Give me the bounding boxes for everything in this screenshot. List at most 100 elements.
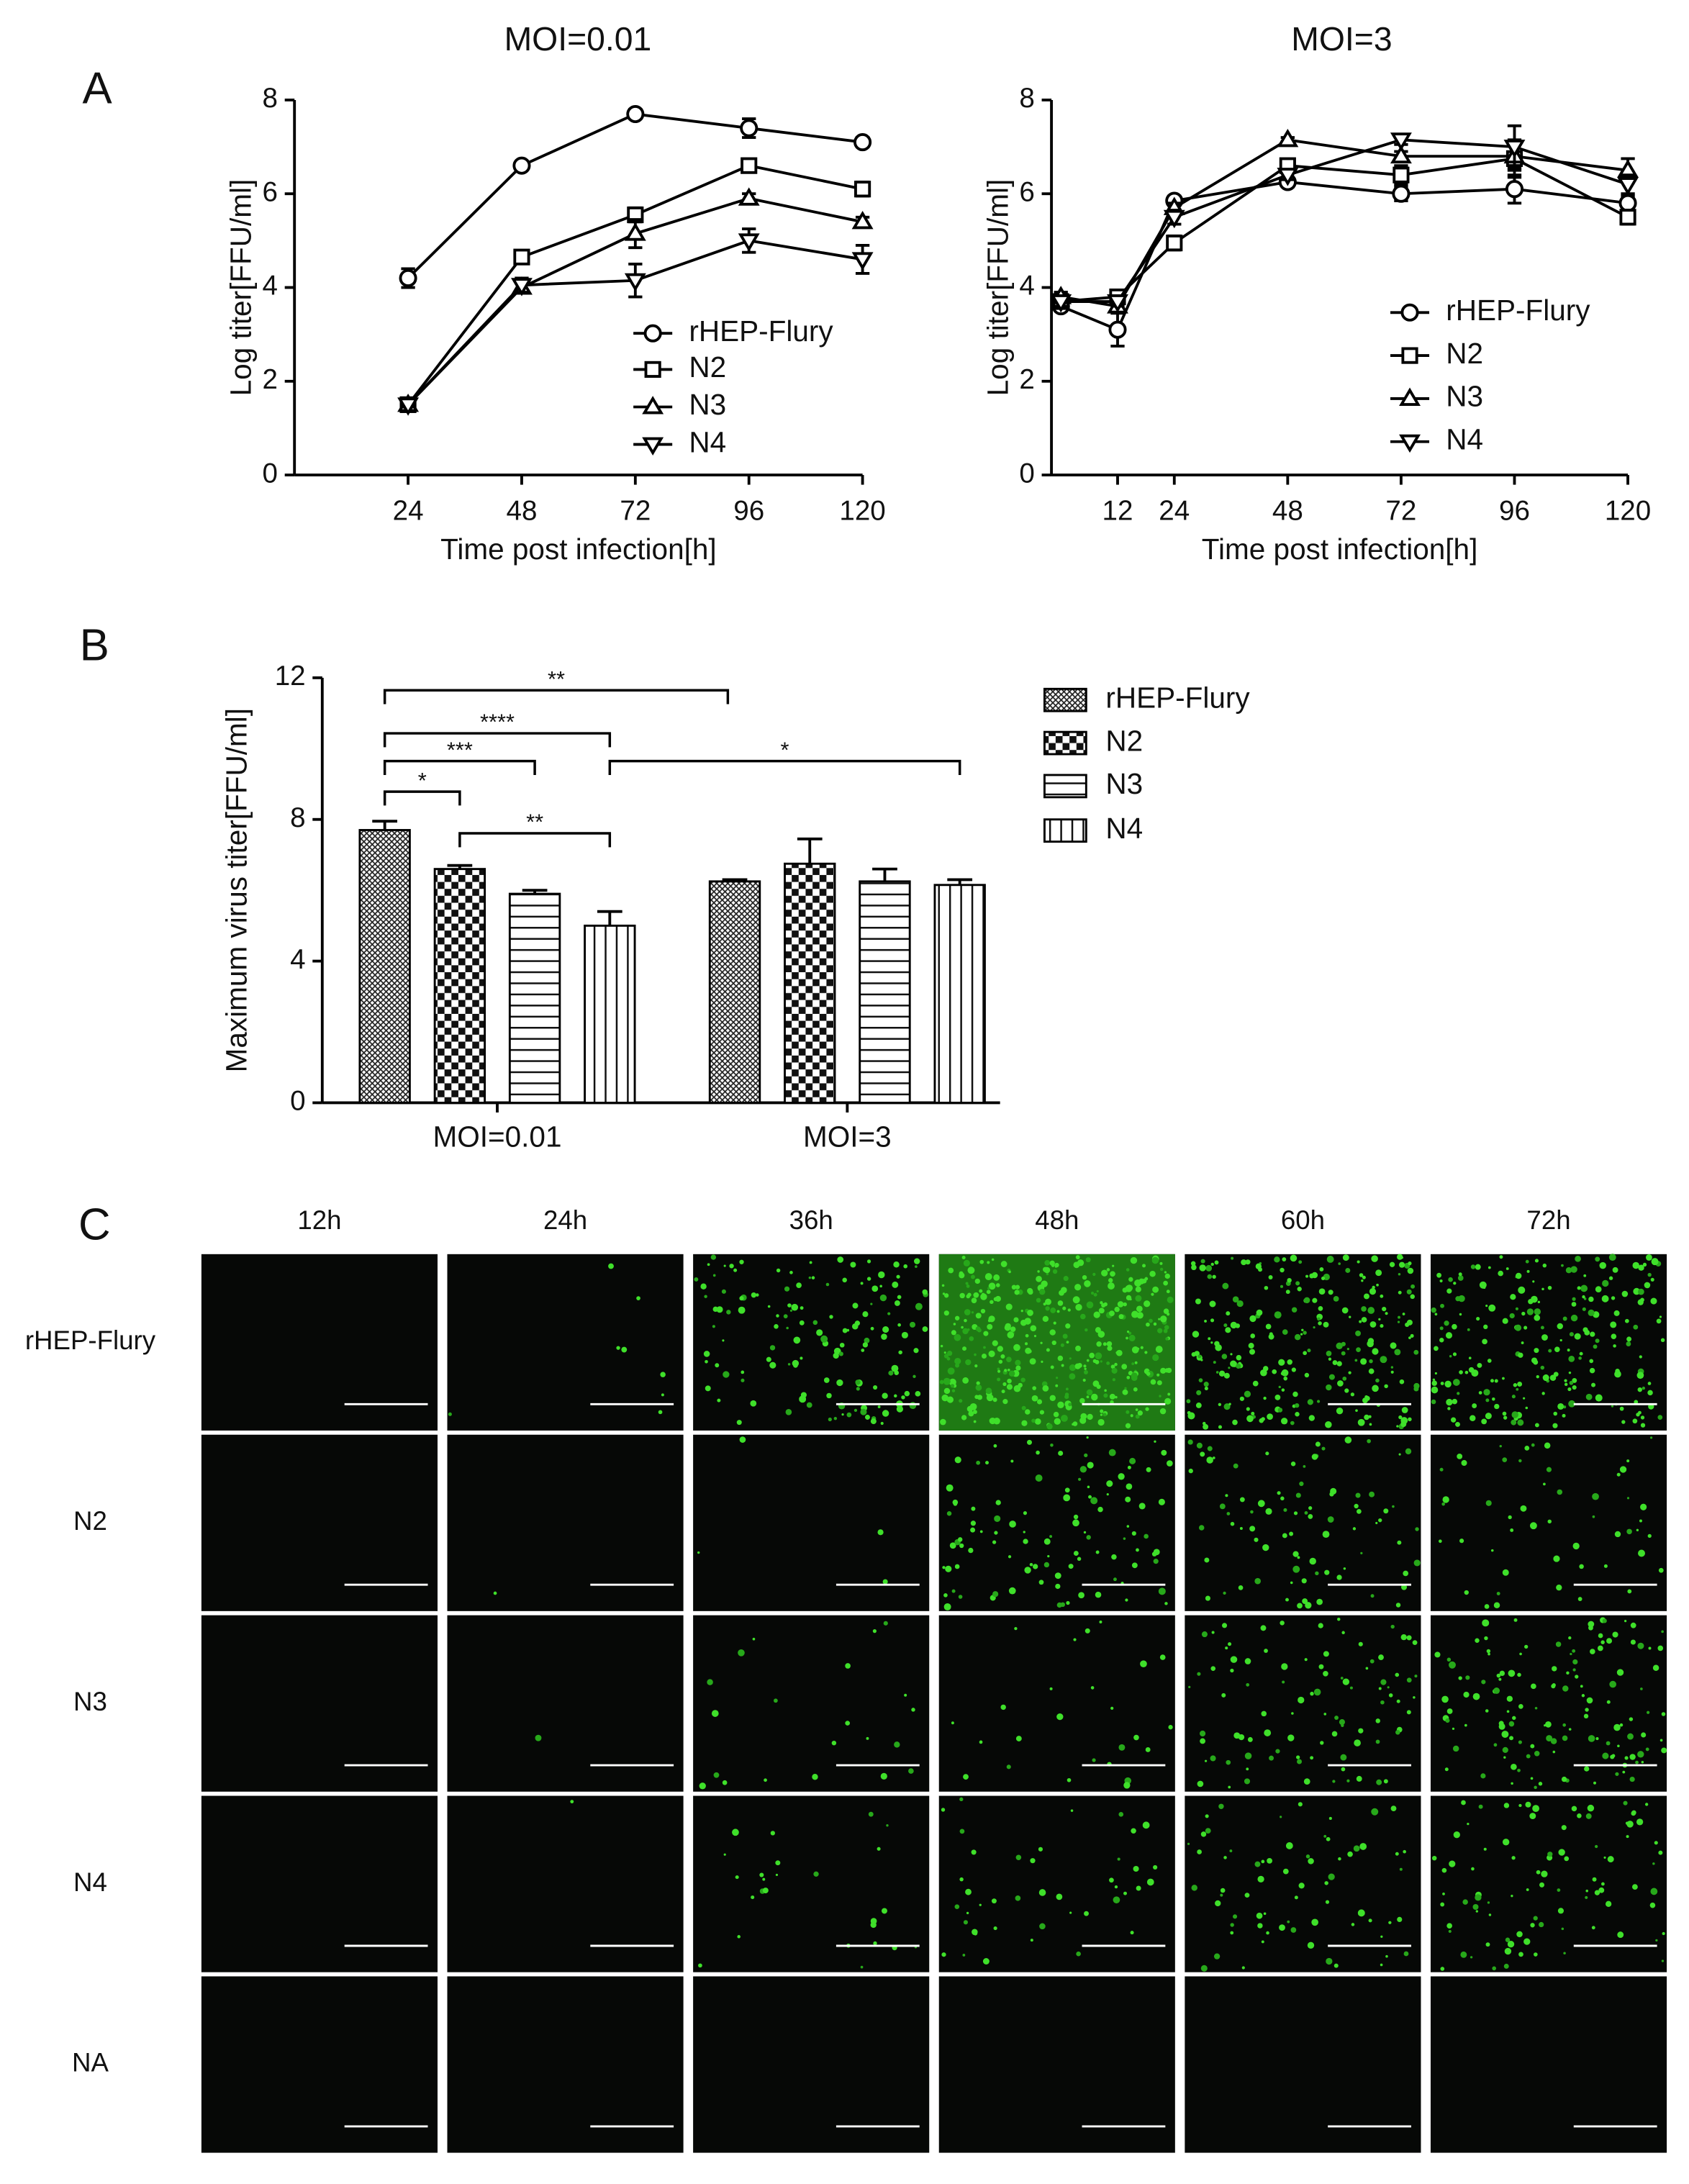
fluorescence-dot bbox=[1054, 1265, 1058, 1268]
fluorescence-dot bbox=[1487, 1359, 1492, 1363]
fluorescence-dot bbox=[1167, 1296, 1174, 1303]
fluorescence-dot bbox=[1096, 1341, 1102, 1347]
fluorescence-dot bbox=[1303, 1351, 1308, 1356]
fluorescence-dot bbox=[1309, 1557, 1316, 1565]
fluorescence-dot bbox=[1558, 1852, 1561, 1854]
fluorescence-dot bbox=[1118, 1811, 1124, 1817]
fluorescence-dot bbox=[1645, 1254, 1652, 1261]
fluorescence-dot bbox=[1338, 1262, 1341, 1265]
fluorescence-dot bbox=[1261, 1711, 1267, 1717]
fluorescence-dot bbox=[868, 1811, 874, 1817]
fluorescence-dot bbox=[660, 1372, 666, 1377]
fluorescence-dot bbox=[1200, 1831, 1207, 1837]
fluorescence-dot bbox=[1110, 1706, 1114, 1711]
fluorescence-dot bbox=[1294, 1333, 1301, 1341]
fluorescence-dot bbox=[975, 1326, 981, 1331]
fluorescence-dot bbox=[1361, 1306, 1367, 1312]
fluorescence-dot bbox=[1431, 1855, 1437, 1861]
fluorescence-dot bbox=[741, 1378, 745, 1382]
fluorescence-dot bbox=[1615, 1772, 1619, 1776]
fluorescence-dot bbox=[1292, 1391, 1298, 1397]
fluorescence-dot bbox=[870, 1921, 877, 1929]
fluorescence-dot bbox=[1648, 1646, 1652, 1650]
fluorescence-dot bbox=[1056, 1377, 1059, 1379]
significance-label: * bbox=[418, 768, 427, 793]
fluorescence-dot bbox=[1590, 1649, 1595, 1654]
fluorescence-dot bbox=[1534, 1423, 1539, 1428]
fluorescence-dot bbox=[1595, 1286, 1602, 1292]
bar bbox=[508, 892, 561, 1104]
fluorescence-dot bbox=[1107, 1346, 1113, 1351]
fluorescence-dot bbox=[770, 1831, 775, 1836]
significance-bracket bbox=[458, 832, 612, 848]
fluorescence-dot bbox=[1326, 1957, 1333, 1965]
fluorescence-dot bbox=[1397, 1320, 1400, 1323]
fluorescence-dot bbox=[737, 1935, 741, 1939]
fluorescence-dot bbox=[1246, 1415, 1254, 1423]
fluorescence-dot bbox=[1475, 1894, 1482, 1901]
fluorescence-dot bbox=[1268, 1274, 1273, 1279]
fluorescence-dot bbox=[870, 1326, 874, 1331]
fluorescence-dot bbox=[716, 1306, 723, 1313]
fluorescence-dot bbox=[1197, 1849, 1202, 1854]
fluorescence-dot bbox=[1627, 1733, 1634, 1740]
fluorescence-dot bbox=[1200, 1259, 1205, 1264]
fluorescence-dot bbox=[871, 1285, 879, 1292]
fluorescence-dot bbox=[1056, 1893, 1063, 1900]
fluorescence-dot bbox=[1488, 1266, 1491, 1269]
fluorescence-dot bbox=[1511, 1856, 1516, 1860]
fluorescence-dot bbox=[1297, 1287, 1302, 1292]
fluorescence-dot bbox=[787, 1363, 791, 1366]
fluorescence-dot bbox=[1592, 1877, 1597, 1882]
fluorescence-dot bbox=[1575, 1255, 1581, 1262]
fluorescence-dot bbox=[1126, 1268, 1130, 1272]
fluorescence-dot bbox=[1395, 1672, 1400, 1677]
fluorescence-dot bbox=[880, 1772, 887, 1780]
fluorescence-dot bbox=[1226, 1512, 1231, 1515]
fluorescence-dot bbox=[1637, 1387, 1642, 1392]
x-tick-label: 96 bbox=[733, 495, 764, 526]
fluorescence-dot bbox=[983, 1331, 989, 1336]
fluorescence-dot bbox=[1248, 1343, 1254, 1349]
fluorescence-dot bbox=[1364, 1414, 1369, 1420]
fluorescence-dot bbox=[1296, 1755, 1300, 1759]
fluorescence-dot bbox=[1159, 1408, 1167, 1415]
fluorescence-dot bbox=[1198, 1378, 1203, 1382]
fluorescence-dot bbox=[1029, 1358, 1036, 1365]
row-label: rHEP-Flury bbox=[25, 1326, 156, 1355]
fluorescence-dot bbox=[1572, 1377, 1577, 1383]
fluorescence-dot bbox=[751, 1895, 755, 1900]
fluorescence-dot bbox=[1083, 1370, 1088, 1375]
fluorescence-dot bbox=[1660, 1338, 1665, 1343]
fluorescence-dot bbox=[972, 1410, 977, 1415]
fluorescence-dot bbox=[1444, 1320, 1449, 1326]
fluorescence-dot bbox=[1159, 1315, 1167, 1323]
fluorescence-dot bbox=[723, 1371, 730, 1378]
fluorescence-dot bbox=[948, 1378, 956, 1386]
fluorescence-dot bbox=[736, 1420, 742, 1426]
fluorescence-dot bbox=[1640, 1503, 1647, 1510]
fluorescence-dot bbox=[1368, 1415, 1372, 1418]
fluorescence-dot bbox=[1493, 1687, 1500, 1694]
fluorescence-dot bbox=[1360, 1551, 1363, 1554]
y-tick-label: 2 bbox=[263, 364, 278, 395]
fluorescence-dot bbox=[1159, 1267, 1164, 1272]
micrograph bbox=[447, 1795, 684, 1972]
fluorescence-dot bbox=[1319, 1267, 1324, 1272]
fluorescence-dot bbox=[1513, 1618, 1518, 1622]
fluorescence-dot bbox=[1439, 1338, 1444, 1343]
fluorescence-dot bbox=[1375, 1269, 1382, 1277]
fluorescence-dot bbox=[1577, 1286, 1581, 1290]
fluorescence-dot bbox=[991, 1258, 995, 1261]
fluorescence-dot bbox=[965, 1282, 969, 1285]
fluorescence-dot bbox=[1450, 1417, 1457, 1423]
fluorescence-dot bbox=[1228, 1785, 1231, 1789]
fluorescence-dot bbox=[1517, 1672, 1521, 1677]
fluorescence-dot bbox=[842, 1277, 847, 1283]
micrograph bbox=[693, 1615, 930, 1792]
fluorescence-dot bbox=[1073, 1261, 1080, 1269]
fluorescence-dot bbox=[1310, 1756, 1314, 1760]
fluorescence-dot bbox=[1406, 1677, 1412, 1683]
fluorescence-dot bbox=[941, 1284, 945, 1287]
fluorescence-dot bbox=[1112, 1378, 1116, 1382]
